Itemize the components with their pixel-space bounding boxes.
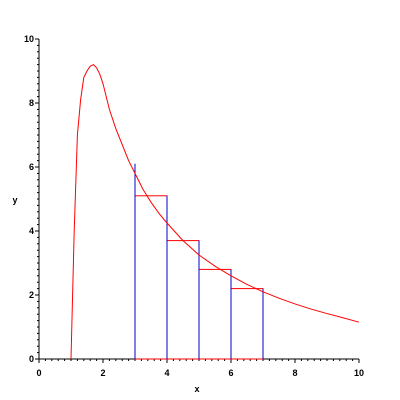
x-tick-label: 4 — [164, 368, 169, 378]
rectangle-bar — [230, 288, 264, 360]
x-tick-label: 8 — [292, 368, 297, 378]
y-tick-label: 0 — [29, 354, 34, 364]
rectangle-bar — [198, 268, 232, 360]
y-tick-label: 10 — [24, 34, 34, 44]
x-tick-label: 6 — [228, 368, 233, 378]
y-tick-label: 8 — [29, 98, 34, 108]
curve-line — [70, 63, 360, 360]
x-tick-label: 2 — [100, 368, 105, 378]
curve-series — [70, 63, 360, 360]
vertical-lines — [134, 163, 264, 359]
y-axis-label: y — [12, 195, 17, 205]
x-tick-label: 10 — [354, 368, 364, 378]
rectangle-bar — [166, 240, 200, 360]
x-tick-label: 0 — [36, 368, 41, 378]
x-axis-label: x — [194, 384, 199, 394]
axis-ticks — [35, 38, 360, 363]
rectangle-bar — [134, 195, 168, 360]
y-tick-label: 6 — [29, 162, 34, 172]
y-tick-label: 4 — [29, 226, 34, 236]
tick-labels: 0 2 4 6 8 10 0 2 4 6 8 10 — [24, 34, 364, 378]
y-tick-label: 2 — [29, 290, 34, 300]
